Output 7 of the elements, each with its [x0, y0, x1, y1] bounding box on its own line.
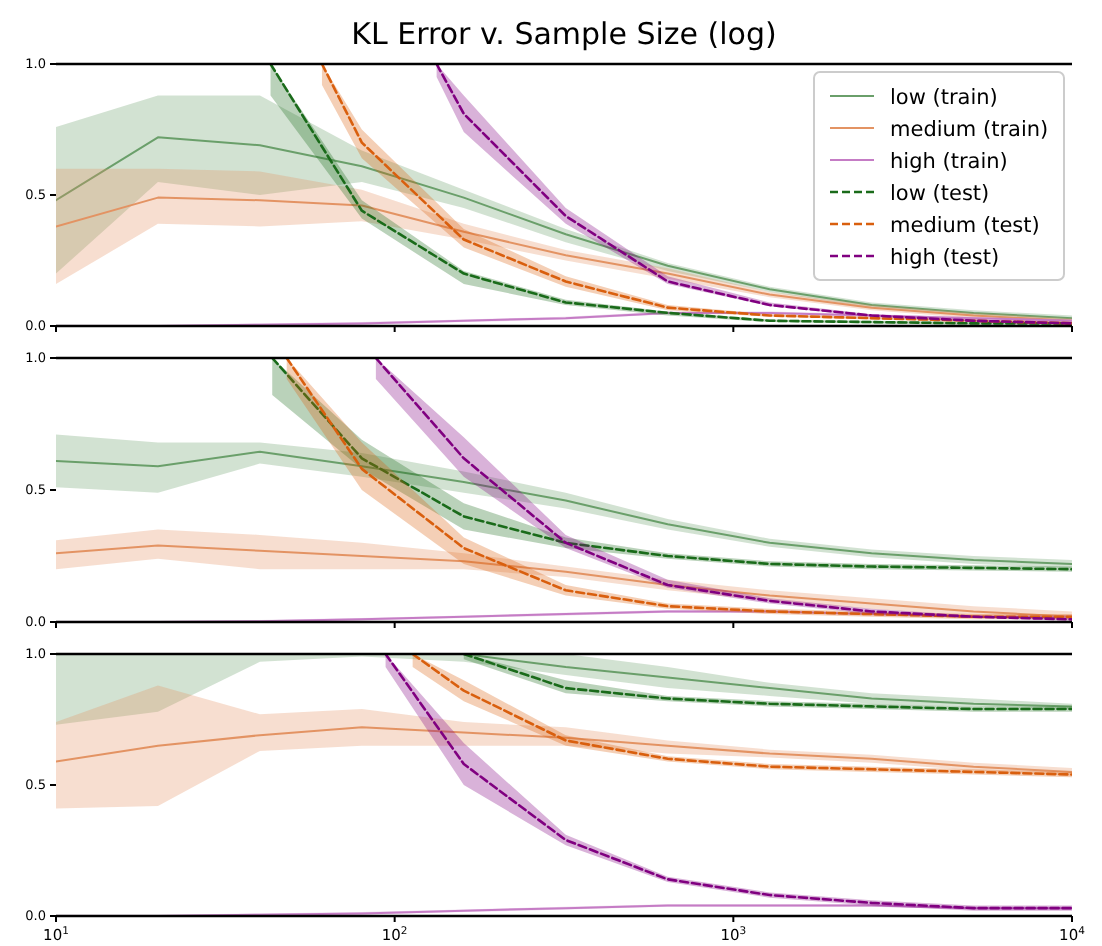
legend-label: high (test): [890, 246, 1000, 270]
legend-label: high (train): [890, 150, 1008, 174]
chart-title: KL Error v. Sample Size (log): [351, 16, 777, 52]
legend-label: medium (test): [890, 214, 1040, 238]
legend-label: medium (train): [890, 118, 1049, 142]
legend-label: low (train): [890, 86, 998, 110]
legend-label: low (test): [890, 182, 990, 206]
